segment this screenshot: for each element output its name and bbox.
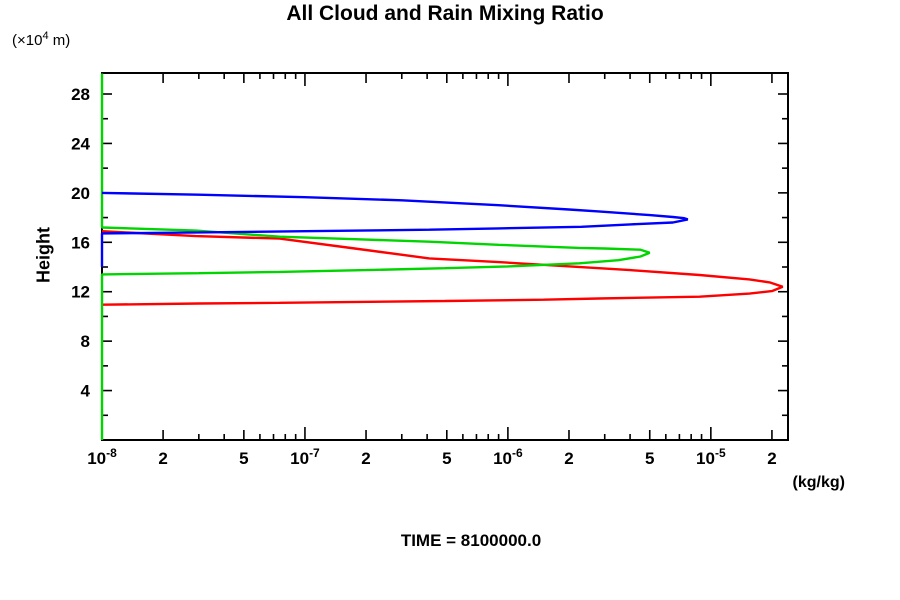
scale-note-suffix: m)	[48, 32, 71, 49]
y-axis-scale-note: (×104 m)	[12, 30, 70, 49]
y-tick-label: 20	[71, 184, 90, 203]
x-tick-label: 10-6	[493, 446, 523, 468]
x-tick-label: 5	[239, 449, 248, 468]
x-axis-unit-label: (kg/kg)	[792, 474, 845, 491]
blue-profile-line	[100, 191, 689, 267]
red-profile-line	[101, 230, 784, 306]
plot-frame	[101, 72, 789, 441]
y-tick-label: 8	[81, 332, 90, 351]
y-tick-label: 24	[71, 134, 90, 153]
y-tick-label: 16	[71, 233, 90, 252]
y-tick-label: 12	[71, 283, 90, 302]
x-tick-label: 5	[442, 449, 451, 468]
time-stamp: TIME = 8100000.0	[400, 531, 542, 550]
chart-title: All Cloud and Rain Mixing Ratio	[286, 2, 604, 25]
scale-note-prefix: (×10	[12, 32, 43, 49]
x-tick-label: 10-7	[290, 446, 320, 468]
y-tick-label: 4	[81, 382, 91, 401]
x-tick-label: 2	[767, 449, 776, 468]
scale-note-exponent: 4	[42, 30, 49, 42]
green-profile-line	[100, 73, 651, 440]
y-tick-label: 28	[71, 85, 90, 104]
x-tick-label: 2	[564, 449, 573, 468]
x-tick-label: 10-8	[87, 446, 117, 468]
x-tick-label: 5	[645, 449, 654, 468]
x-tick-label: 2	[158, 449, 167, 468]
x-tick-label: 2	[361, 449, 370, 468]
x-tick-label: 10-5	[696, 446, 726, 468]
